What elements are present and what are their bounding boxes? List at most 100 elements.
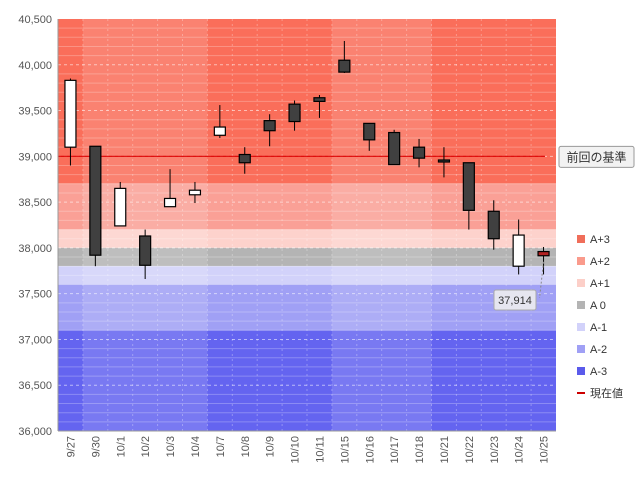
x-tick-label: 10/9 (265, 436, 277, 457)
zone-band-a-1 (58, 266, 556, 285)
legend-item: A-1 (577, 322, 607, 334)
legend-swatch (577, 235, 585, 243)
candle-10-23 (487, 200, 500, 250)
candle-body (363, 122, 376, 141)
legend-item: A+1 (577, 278, 610, 290)
y-tick-label: 39,000 (18, 151, 52, 163)
current-value-label: 37,914 (498, 295, 532, 307)
week-stripe-1 (82, 19, 208, 431)
legend-label: A+1 (590, 278, 610, 290)
candle-10-4 (188, 181, 202, 204)
x-tick-label: 10/22 (464, 436, 476, 464)
candle-10-10 (288, 100, 301, 131)
legend-label: A 0 (590, 300, 606, 312)
candle-10-3 (163, 169, 177, 208)
candle-body (462, 162, 475, 211)
y-tick-label: 38,000 (18, 243, 52, 255)
zone-band-a-2 (58, 284, 556, 331)
candle-body (238, 153, 251, 164)
candle-body (487, 210, 500, 240)
legend-item: 現在値 (577, 387, 623, 400)
x-tick-label: 10/24 (514, 436, 526, 464)
y-tick-label: 40,000 (18, 60, 52, 72)
legend-swatch (577, 367, 585, 375)
x-tick-label: 10/18 (414, 436, 426, 464)
candle-10-8 (238, 147, 251, 174)
candle-10-18 (412, 138, 426, 168)
x-tick-label: 9/30 (90, 436, 102, 457)
current-value-group: 37,914 (493, 261, 545, 311)
zone-band-a-3 (58, 330, 556, 431)
x-tick-label: 10/7 (215, 436, 227, 457)
x-tick-label: 10/4 (190, 436, 202, 457)
zone-band-ap1 (58, 229, 556, 248)
candle-10-15 (338, 40, 351, 74)
candle-body (163, 197, 177, 208)
legend-item: A 0 (577, 300, 606, 312)
x-tick-label: 10/21 (439, 436, 451, 464)
day-stripes (82, 19, 432, 431)
y-tick-labels: 36,000 36,500 37,000 37,500 38,000 38,500 39,0… (18, 14, 52, 438)
x-tick-label: 9/27 (65, 436, 77, 457)
y-tick-label: 40,500 (18, 14, 52, 26)
y-tick-label: 36,500 (18, 380, 52, 392)
x-tick-label: 10/1 (115, 436, 127, 457)
reference-label: 前回の基準 (566, 149, 626, 164)
candle-body (89, 145, 102, 256)
candle-9-27 (64, 78, 77, 166)
candle-10-2 (139, 229, 152, 280)
zone-band-a0 (58, 247, 556, 267)
x-tick-labels: 9/27 9/30 10/1 10/2 10/3 10/4 10/7 10/8 10/9 10/1… (65, 436, 550, 464)
candle-body (213, 126, 226, 136)
candles (64, 40, 550, 280)
legend-label: A+2 (590, 256, 610, 268)
x-tick-label: 10/11 (314, 436, 326, 463)
candle-9-30 (89, 145, 102, 267)
y-tick-label: 39,500 (18, 106, 52, 118)
legend: A+3 A+2 A+1 A 0 A-1 A-2 A-3 現在値 (577, 234, 623, 400)
legend-swatch (577, 323, 585, 331)
x-tick-label: 10/2 (140, 436, 152, 457)
candle-body (139, 235, 152, 266)
legend-label: A+3 (590, 234, 610, 246)
x-tick-label: 10/16 (364, 436, 376, 464)
y-tick-label: 38,500 (18, 197, 52, 209)
y-tick-label: 37,000 (18, 334, 52, 346)
y-tick-label: 36,000 (18, 426, 52, 438)
legend-label: A-1 (590, 322, 607, 334)
candle-10-24 (512, 219, 525, 275)
candle-body (114, 187, 127, 227)
current-value-box (493, 289, 537, 311)
x-tick-label: 10/15 (339, 436, 351, 464)
legend-swatch (577, 279, 585, 287)
candle-body (338, 59, 351, 73)
candle-10-22 (462, 162, 475, 230)
candle-body (188, 189, 202, 196)
candle-body (437, 159, 451, 163)
legend-swatch (577, 345, 585, 353)
axes (57, 19, 556, 432)
candle-body (537, 250, 550, 257)
x-tick-label: 10/10 (290, 436, 302, 464)
x-tick-label: 10/17 (389, 436, 401, 464)
legend-item: A+3 (577, 234, 610, 246)
candle-10-7 (213, 105, 226, 139)
candle-body (512, 234, 525, 267)
y-tick-label: 37,500 (18, 289, 52, 301)
candle-10-17 (388, 129, 401, 166)
x-tick-label: 10/23 (489, 436, 501, 464)
legend-item: A+2 (577, 256, 610, 268)
reference-line-group: 前回の基準 (58, 145, 635, 168)
week-stripe-2 (331, 19, 432, 431)
candle-10-21 (437, 147, 451, 178)
candle-body (64, 79, 77, 148)
legend-swatch (577, 257, 585, 265)
candle-10-16 (363, 122, 376, 151)
legend-label: A-2 (590, 344, 607, 356)
reference-label-box (558, 145, 635, 168)
candle-body (263, 120, 276, 132)
legend-label: A-3 (590, 366, 607, 378)
candle-10-9 (263, 114, 276, 147)
legend-label: 現在値 (590, 387, 623, 400)
